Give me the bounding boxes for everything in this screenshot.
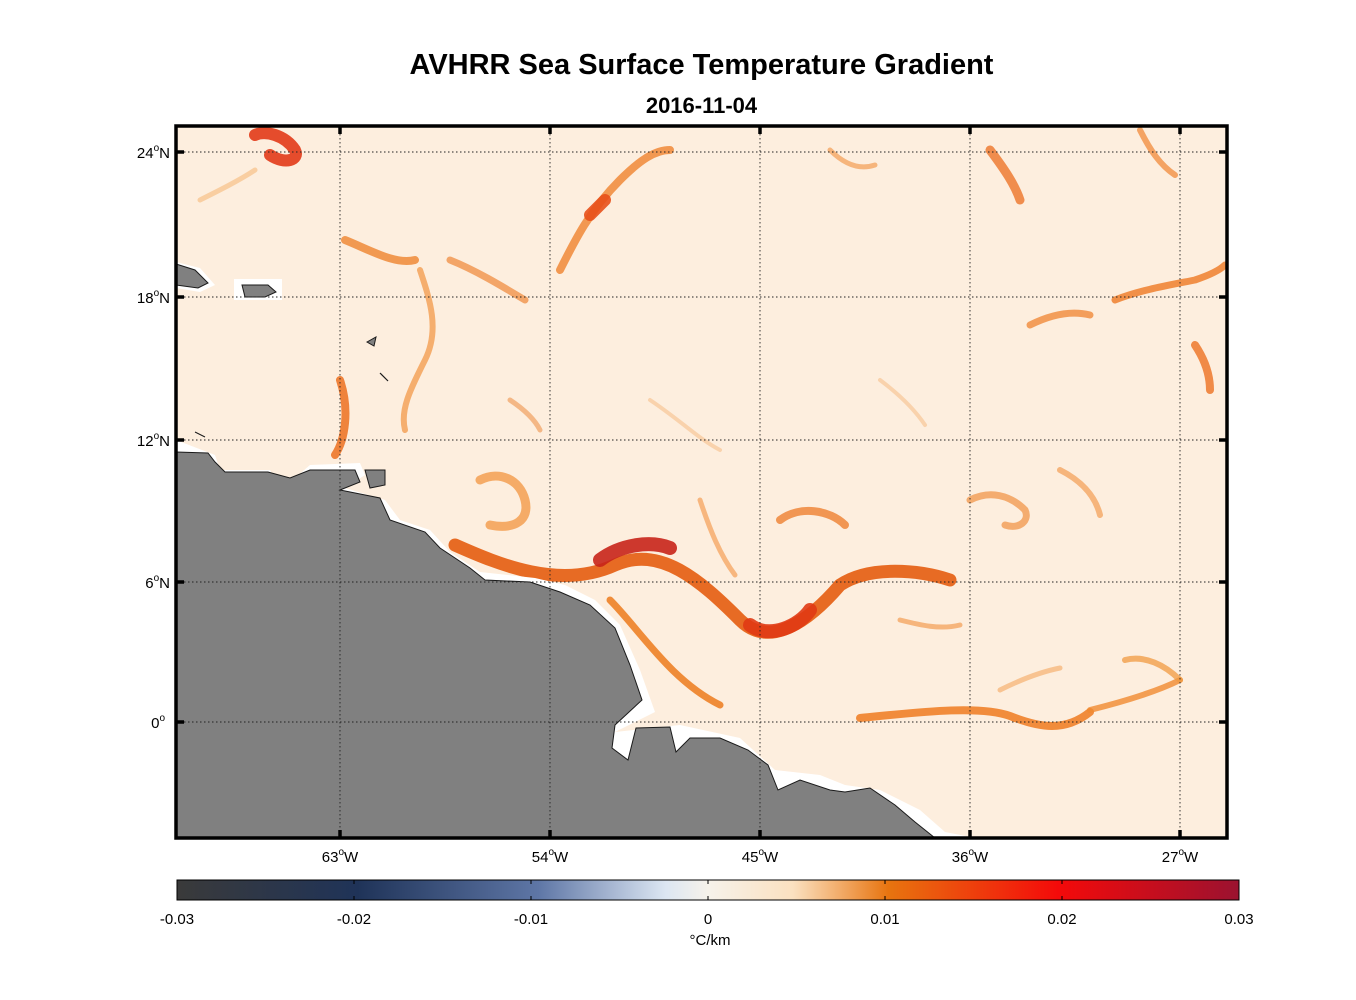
lon-label-4: 27oW <box>1162 847 1199 866</box>
colorbar-label-3: 0 <box>704 911 712 928</box>
lon-label-3: 36oW <box>952 847 989 866</box>
land-masses <box>176 262 976 838</box>
colorbar-label-0: -0.03 <box>160 911 194 928</box>
map-subtitle: 2016-11-04 <box>645 93 758 118</box>
colorbar-label-2: -0.01 <box>514 911 548 928</box>
lat-tick-labels: 24oN 18oN 12oN 6oN 0o <box>137 143 170 732</box>
lat-label-2: 12oN <box>137 431 170 450</box>
colorbar-tick-labels: -0.03 -0.02 -0.01 0 0.01 0.02 0.03 <box>160 911 1254 928</box>
colorbar-label-6: 0.03 <box>1224 911 1253 928</box>
colorbar: -0.03 -0.02 -0.01 0 0.01 0.02 0.03 <box>160 879 1254 928</box>
map-tick-marks <box>176 126 1227 838</box>
lon-tick-labels: 63oW 54oW 45oW 36oW 27oW <box>322 847 1199 866</box>
colorbar-label-5: 0.02 <box>1047 911 1076 928</box>
lat-label-4: 0o <box>151 713 165 732</box>
colorbar-label-4: 0.01 <box>870 911 899 928</box>
lat-label-1: 18oN <box>137 288 170 307</box>
colorbar-units: °C/km <box>689 932 731 949</box>
lat-label-3: 6oN <box>145 573 170 592</box>
colorbar-ticks <box>353 880 1063 900</box>
lat-label-0: 24oN <box>137 143 170 162</box>
gradient-fronts <box>197 127 1227 730</box>
map-graticule <box>176 126 1227 838</box>
lon-label-0: 63oW <box>322 847 359 866</box>
lon-label-2: 45oW <box>742 847 779 866</box>
lon-label-1: 54oW <box>532 847 569 866</box>
map-title: AVHRR Sea Surface Temperature Gradient <box>409 49 994 81</box>
colorbar-label-1: -0.02 <box>337 911 371 928</box>
map-frame <box>174 124 1229 840</box>
